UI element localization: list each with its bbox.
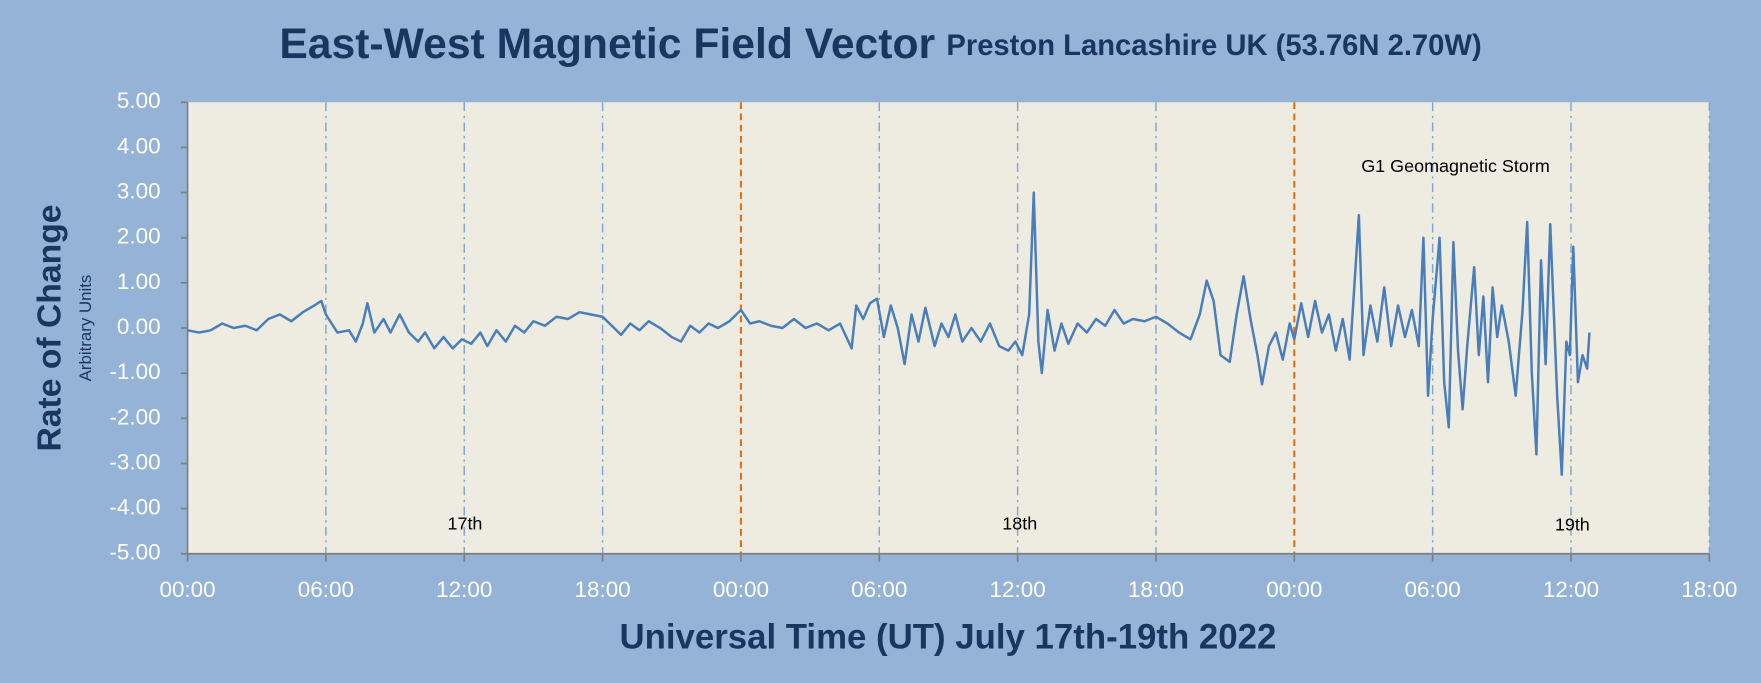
x-tick-label: 18:00: [574, 577, 630, 602]
day-label: 18th: [1002, 513, 1037, 533]
chart-subtitle: Preston Lancashire UK (53.76N 2.70W): [946, 30, 1481, 62]
x-tick-label: 12:00: [1543, 577, 1599, 602]
annotation: G1 Geomagnetic Storm: [1361, 156, 1550, 176]
day-label: 19th: [1555, 514, 1590, 534]
y-tick-label: -3.00: [109, 449, 160, 474]
y-tick-label: 0.00: [117, 314, 161, 339]
x-tick-label: 00:00: [159, 577, 215, 602]
title-line: East-West Magnetic Field Vector Preston L…: [279, 21, 1481, 69]
x-tick-label: 18:00: [1128, 577, 1184, 602]
x-tick-label: 06:00: [851, 577, 907, 602]
y-tick-label: 2.00: [117, 224, 161, 249]
y-tick-label: -1.00: [109, 359, 160, 384]
plot-area: [187, 102, 1710, 554]
marks: [187, 191, 1591, 476]
x-tick-label: 06:00: [1405, 577, 1461, 602]
x-tick-label: 00:00: [713, 577, 769, 602]
x-tick-label: 12:00: [990, 577, 1046, 602]
y-tick-label: 5.00: [117, 88, 161, 113]
y-axis-sublabel: Arbitrary Units: [76, 275, 95, 382]
y-tick-label: -5.00: [109, 540, 160, 565]
y-tick-label: -2.00: [109, 404, 160, 429]
x-tick-label: 12:00: [436, 577, 492, 602]
data-line: [187, 191, 1591, 476]
day-label: 17th: [447, 513, 482, 533]
y-tick-label: -4.00: [109, 495, 160, 520]
y-axis-label: Rate of Change: [32, 204, 69, 451]
x-tick-label: 00:00: [1266, 577, 1322, 602]
y-tick-label: 3.00: [117, 179, 161, 204]
x-tick-label: 18:00: [1681, 577, 1737, 602]
x-axis-label: Universal Time (UT) July 17th-19th 2022: [619, 617, 1276, 656]
x-tick-label: 06:00: [298, 577, 354, 602]
y-tick-label: 4.00: [117, 133, 161, 158]
chart-title: East-West Magnetic Field Vector: [279, 21, 935, 69]
y-tick-label: 1.00: [117, 269, 161, 294]
